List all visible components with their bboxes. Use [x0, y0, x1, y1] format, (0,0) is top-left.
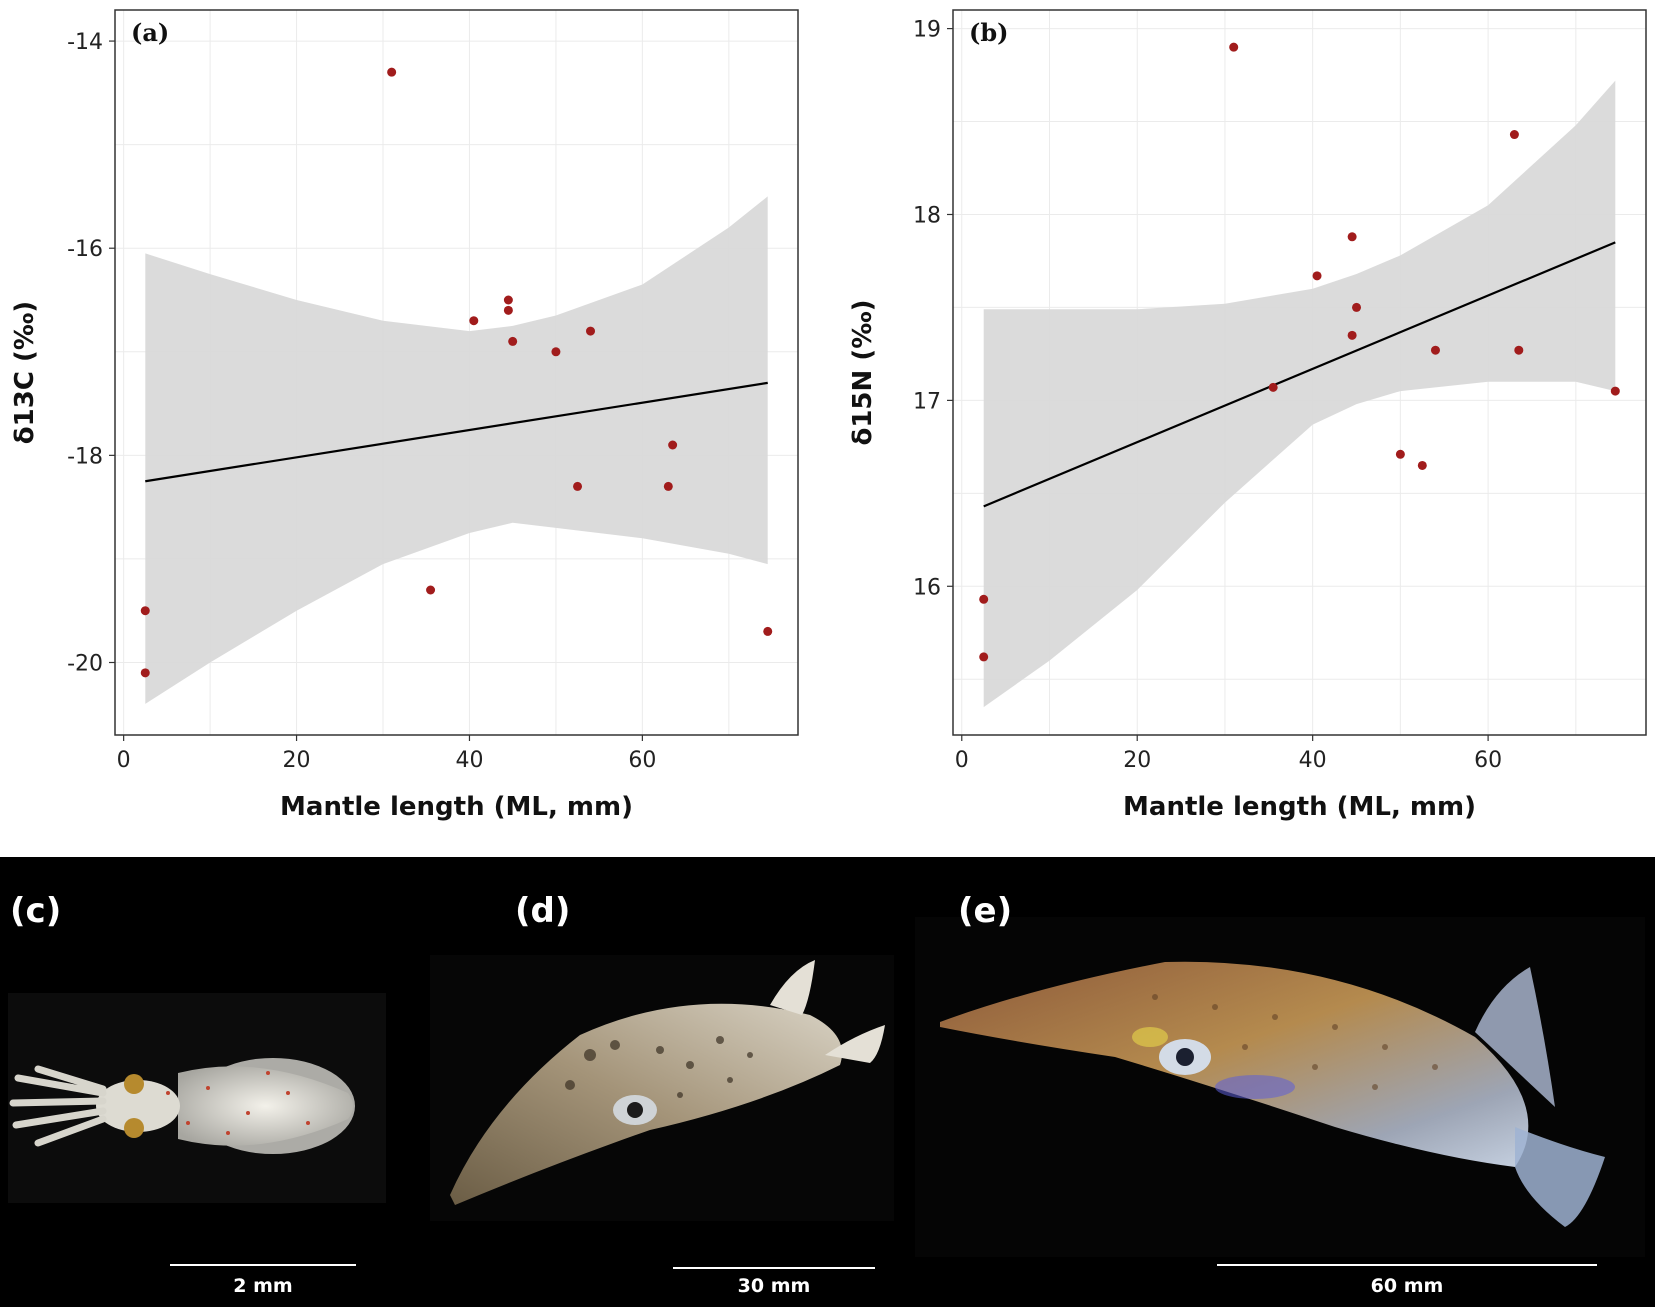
- data-point: [586, 326, 596, 336]
- y-tick-label: 18: [913, 203, 941, 228]
- data-point: [1610, 386, 1620, 396]
- photo-c-scale-text: 2 mm: [233, 1275, 293, 1297]
- data-point: [763, 626, 773, 636]
- data-point: [469, 316, 479, 326]
- data-point: [1229, 42, 1239, 52]
- x-axis-title: Mantle length (ML, mm): [1123, 792, 1476, 822]
- data-point: [668, 440, 678, 450]
- photo-d: [430, 955, 894, 1221]
- x-tick-label: 40: [455, 748, 483, 773]
- confidence-band: [983, 80, 1616, 708]
- x-tick-label: 60: [1474, 748, 1502, 773]
- data-point: [551, 347, 561, 357]
- y-tick-label: -20: [67, 652, 103, 677]
- y-tick-label: 19: [913, 18, 941, 43]
- plot-frame: [952, 9, 1647, 736]
- y-axis-title: δ15N (‰): [848, 299, 878, 445]
- plot-background: [953, 10, 1646, 735]
- regression-line: [145, 381, 768, 483]
- data-point: [1268, 382, 1278, 392]
- data-point: [387, 67, 397, 77]
- x-tick-label: 0: [117, 748, 131, 773]
- data-point: [1395, 449, 1405, 459]
- photo-e-scale-text: 60 mm: [1370, 1275, 1444, 1297]
- photo-c-scale-bar: [170, 1264, 356, 1266]
- chart-a: 0 20 40 60 -20 -18 -16 -14 (a) Mantle length (ML,…: [10, 9, 799, 822]
- squid-juvenile-illustration: [9, 1058, 355, 1154]
- data-point: [1347, 330, 1357, 340]
- photo-e-scale-bar: [1217, 1264, 1597, 1266]
- photo-e: [915, 917, 1645, 1257]
- data-point: [503, 295, 513, 305]
- data-point: [1312, 271, 1322, 281]
- y-tick-label: -18: [67, 444, 103, 469]
- photo-d-label: (d): [515, 891, 571, 931]
- plot-frame: [114, 9, 799, 736]
- y-tick-label: -16: [67, 237, 103, 262]
- photo-strip: (c) 2 mm (d) 30 mm: [0, 857, 1655, 1307]
- photo-e-label: (e): [958, 891, 1013, 931]
- data-point: [1347, 232, 1357, 242]
- photo-d-scale-text: 30 mm: [737, 1275, 811, 1297]
- data-point: [426, 585, 436, 595]
- squid-subadult-illustration: [450, 960, 885, 1205]
- regression-line: [983, 241, 1616, 508]
- data-point: [663, 481, 673, 491]
- x-axis-title: Mantle length (ML, mm): [280, 792, 633, 822]
- x-tick-label: 0: [955, 748, 969, 773]
- photo-d-scale-bar: [673, 1267, 875, 1269]
- x-tick-label: 20: [1123, 748, 1151, 773]
- panel-label: (a): [131, 18, 169, 47]
- y-tick-label: 16: [913, 575, 941, 600]
- panel-label: (b): [969, 18, 1009, 47]
- x-tick-label: 20: [283, 748, 311, 773]
- data-point: [1417, 460, 1427, 470]
- data-point: [503, 305, 513, 315]
- y-tick-label: 17: [913, 389, 941, 414]
- data-point: [1430, 345, 1440, 355]
- photo-c-label: (c): [10, 891, 62, 931]
- y-axis-title: δ13C (‰): [10, 301, 40, 444]
- data-point: [979, 652, 989, 662]
- squid-adult-illustration: [940, 961, 1605, 1227]
- confidence-band: [145, 196, 768, 704]
- photo-c: [8, 993, 386, 1203]
- data-point: [573, 481, 583, 491]
- data-point: [508, 336, 518, 346]
- data-point: [1352, 302, 1362, 312]
- data-point: [979, 594, 989, 604]
- data-point: [1509, 130, 1519, 140]
- data-point: [1514, 345, 1524, 355]
- x-tick-label: 60: [628, 748, 656, 773]
- data-point: [140, 606, 150, 616]
- x-tick-label: 40: [1299, 748, 1327, 773]
- data-point: [140, 668, 150, 678]
- y-tick-label: -14: [67, 30, 103, 55]
